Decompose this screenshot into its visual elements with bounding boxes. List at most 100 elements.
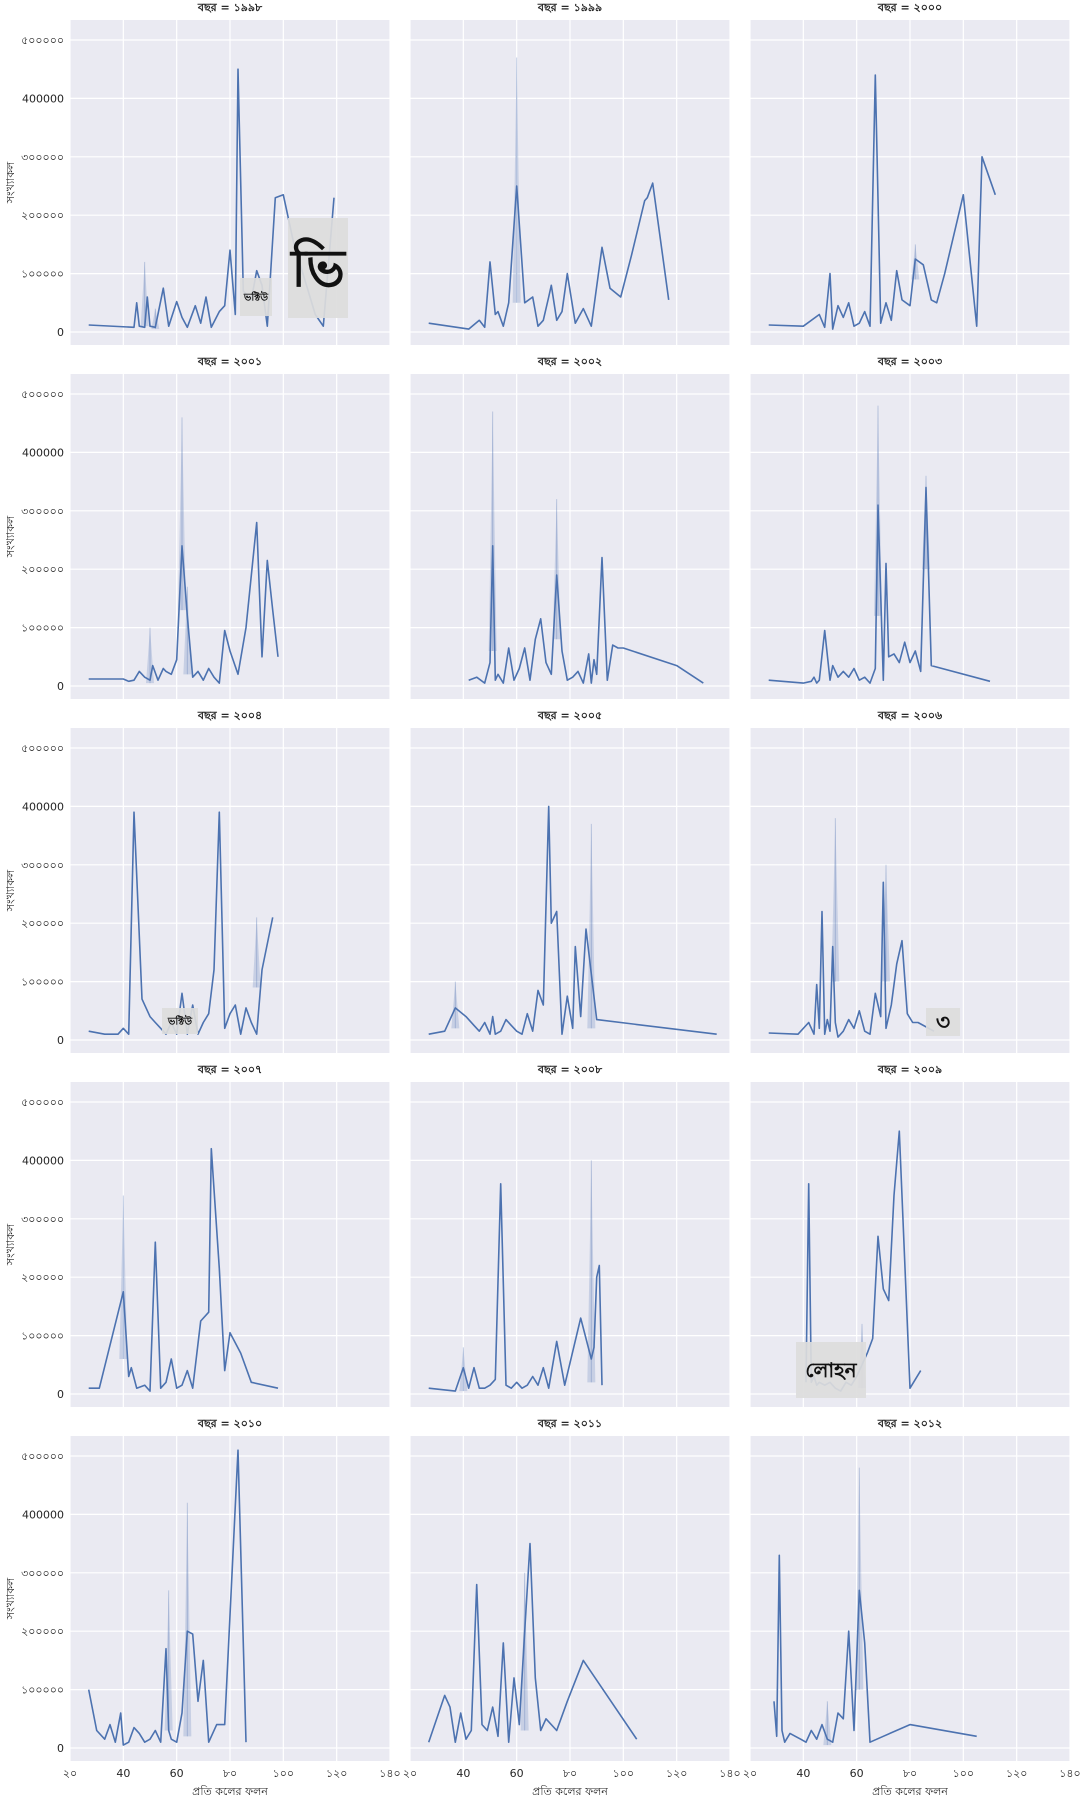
series-line	[428, 1183, 603, 1392]
y-tick-label: ৫০০০০০	[21, 34, 64, 47]
y-tick-label: ২০০০০০	[21, 563, 64, 576]
panel-7: বছর = ২০০৫	[409, 709, 731, 1053]
overlay-background	[162, 1008, 198, 1034]
panel-title: বছর = ১৯৯৮	[197, 1, 263, 14]
x-tick-label: ৮০	[563, 1767, 577, 1780]
series-line	[428, 805, 717, 1035]
overlay-background	[240, 278, 272, 316]
panel-2: বছর = ২০০০	[749, 1, 1071, 345]
panel-title: বছর = ২০১২	[877, 1417, 942, 1430]
y-axis-label: সংখ্যাকল	[4, 1223, 17, 1266]
x-tick-label: ১৪০	[1059, 1767, 1080, 1780]
x-tick-label: ১২০	[1006, 1767, 1027, 1780]
overlay-glyph: লোহন	[796, 1342, 866, 1398]
panel-title: বছর = ২০০৭	[197, 1063, 262, 1076]
panel-9: বছর = ২০০৭ 0 ১০০০০০ ২০০০০০ ৩০০০০০ 400000 ৫০০০০…	[4, 1063, 391, 1407]
y-tick-label: ৫০০০০০	[21, 1450, 64, 1463]
series-line	[428, 182, 670, 330]
panel-13: বছর = ২০১১ ২০ 40 60 ৮০ ১০০ ১২০ ১৪০ প্রতি কলের ফল…	[403, 1417, 741, 1798]
panel-12: বছর = ২০১০ 0 ১০০০০০ ২০০০০০ ৩০০০০০ 400000 ৫০০০০…	[4, 1417, 401, 1798]
y-tick-label: ১০০০০০	[21, 976, 64, 989]
x-tick-label: 60	[850, 1767, 864, 1780]
y-tick-label: 0	[57, 680, 64, 693]
x-axis-label: প্রতি কলের ফলন	[532, 1785, 608, 1798]
x-tick-label: ১২০	[326, 1767, 347, 1780]
y-axis-label: সংখ্যাকল	[4, 869, 17, 912]
panel-1: বছর = ১৯৯৯	[409, 1, 731, 345]
y-tick-label: 0	[57, 1388, 64, 1401]
overlay-glyph: ভক্টিউ	[240, 278, 272, 316]
y-tick-label: ৩০০০০০	[21, 1213, 64, 1226]
series-line	[768, 881, 935, 1038]
series-line	[88, 521, 279, 684]
overlay-text: ভক্টিউ	[167, 1014, 193, 1028]
panel-title: বছর = ২০০৮	[537, 1063, 603, 1076]
y-tick-label: ২০০০০০	[21, 1271, 64, 1284]
y-tick-label: ১০০০০০	[21, 1684, 64, 1697]
x-tick-label: ১২০	[666, 1767, 687, 1780]
confidence-band	[183, 586, 192, 675]
y-axis-label: সংখ্যাকল	[4, 161, 17, 204]
x-tick-label: 40	[456, 1767, 470, 1780]
overlay-text: ভি	[289, 237, 347, 299]
confidence-band	[451, 981, 460, 1029]
y-tick-label: 400000	[22, 800, 64, 813]
panel-title: বছর = ২০০২	[537, 355, 602, 368]
confidence-band	[512, 57, 521, 303]
series-line	[768, 486, 991, 684]
x-tick-label: ১০০	[613, 1767, 634, 1780]
overlay-text: লোহন	[805, 1358, 857, 1382]
y-tick-label: ২০০০০০	[21, 1625, 64, 1638]
x-tick-label: ১০০	[273, 1767, 294, 1780]
y-tick-label: 0	[57, 1742, 64, 1755]
panel-title: বছর = ২০০৪	[197, 709, 262, 722]
panel-title: বছর = ২০০৫	[537, 709, 602, 722]
x-tick-label: ১০০	[953, 1767, 974, 1780]
confidence-band	[520, 1572, 529, 1731]
y-tick-label: 0	[57, 326, 64, 339]
y-tick-label: 400000	[22, 1154, 64, 1167]
panel-5: বছর = ২০০৩	[749, 355, 1071, 699]
y-tick-label: ১০০০০০	[21, 268, 64, 281]
series-line	[427, 1542, 638, 1743]
y-tick-label: ৫০০০০০	[21, 1096, 64, 1109]
y-tick-label: 400000	[22, 1508, 64, 1521]
overlay-text: ভক্টিউ	[243, 290, 269, 304]
panel-0: বছর = ১৯৯৮ 0 ১০০০০০ ২০০০০০ ৩০০০০০ 400000 ৫০০০০…	[4, 1, 391, 345]
y-axis-label: সংখ্যাকল	[4, 1577, 17, 1620]
panel-title: বছর = ১৯৯৯	[537, 1, 602, 14]
x-tick-label: ২০	[403, 1767, 417, 1780]
x-tick-label: ৮০	[223, 1767, 237, 1780]
panel-14: বছর = ২০১২ ২০ 40 60 ৮০ ১০০ ১২০ ১৪০ প্রতি কলের ফল…	[743, 1417, 1081, 1798]
overlay-glyph: ভি	[288, 218, 348, 318]
confidence-band	[587, 1160, 596, 1383]
panel-6: বছর = ২০০৪ 0 ১০০০০০ ২০০০০০ ৩০০০০০ 400000 ৫০০০০…	[4, 709, 391, 1053]
x-tick-label: 60	[170, 1767, 184, 1780]
y-tick-label: ২০০০০০	[21, 209, 64, 222]
series-line	[768, 74, 997, 330]
confidence-band	[164, 1590, 173, 1731]
panel-4: বছর = ২০০২	[409, 355, 731, 699]
y-tick-label: ৩০০০০০	[21, 859, 64, 872]
y-tick-label: 400000	[22, 92, 64, 105]
y-tick-label: ৩০০০০০	[21, 151, 64, 164]
confidence-band	[831, 818, 840, 982]
series-line	[468, 544, 704, 684]
overlay-background	[926, 1008, 960, 1036]
series-line	[88, 68, 335, 329]
panel-title: বছর = ২০০১	[197, 355, 262, 368]
y-axis-label: সংখ্যাকল	[4, 515, 17, 558]
y-tick-label: ৫০০০০০	[21, 742, 64, 755]
x-tick-label: 40	[116, 1767, 130, 1780]
panel-title: বছর = ২০০৬	[877, 709, 943, 722]
panel-title: বছর = ২০০০	[877, 1, 942, 14]
y-tick-label: ১০০০০০	[21, 1330, 64, 1343]
series-line	[88, 1147, 279, 1392]
panel-3: বছর = ২০০১ 0 ১০০০০০ ২০০০০০ ৩০০০০০ 400000 ৫০০০০…	[4, 355, 391, 699]
x-axis-label: প্রতি কলের ফলন	[872, 1785, 948, 1798]
panel-title: বছর = ২০১০	[197, 1417, 262, 1430]
y-tick-label: 400000	[22, 446, 64, 459]
y-tick-label: ১০০০০০	[21, 622, 64, 635]
x-tick-label: ৮০	[903, 1767, 917, 1780]
